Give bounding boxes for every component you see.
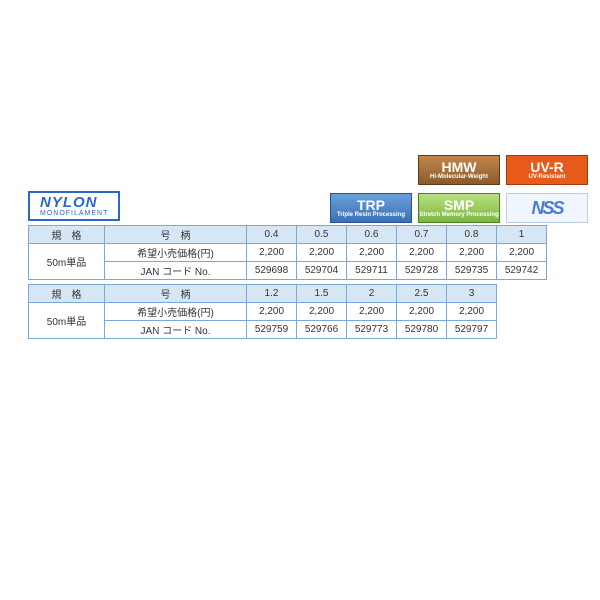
table-row: 規 格 号 柄 0.4 0.5 0.6 0.7 0.8 1 bbox=[29, 226, 547, 244]
jan-cell: 529735 bbox=[447, 262, 497, 280]
price-cell: 2,200 bbox=[297, 303, 347, 321]
badge-uvr: UV-R UV-Resistant bbox=[506, 155, 588, 185]
price-cell: 2,200 bbox=[447, 244, 497, 262]
price-cell: 2,200 bbox=[247, 244, 297, 262]
nylon-title: NYLON bbox=[40, 195, 108, 210]
size-header: 2.5 bbox=[397, 285, 447, 303]
nylon-sub: MONOFILAMENT bbox=[40, 210, 108, 217]
jan-cell: 529773 bbox=[347, 321, 397, 339]
price-cell: 2,200 bbox=[297, 244, 347, 262]
table-row: JAN コード No. 529698 529704 529711 529728 … bbox=[29, 262, 547, 280]
size-header: 0.8 bbox=[447, 226, 497, 244]
size-header: 2 bbox=[347, 285, 397, 303]
table-row: 50m単品 希望小売価格(円) 2,200 2,200 2,200 2,200 … bbox=[29, 244, 547, 262]
size-header: 0.4 bbox=[247, 226, 297, 244]
jan-cell: 529742 bbox=[497, 262, 547, 280]
jan-cell: 529766 bbox=[297, 321, 347, 339]
jan-cell: 529728 bbox=[397, 262, 447, 280]
size-header: 1.2 bbox=[247, 285, 297, 303]
badge-nss: NSS bbox=[506, 193, 588, 223]
badge-smp-title: SMP bbox=[444, 198, 474, 212]
badge-trp-title: TRP bbox=[357, 198, 385, 212]
badge-uvr-title: UV-R bbox=[530, 160, 563, 174]
jan-cell: 529711 bbox=[347, 262, 397, 280]
badge-row: HMW Hi-Molecular-Weight UV-R UV-Resistan… bbox=[28, 155, 588, 185]
table-row: 規 格 号 柄 1.2 1.5 2 2.5 3 bbox=[29, 285, 497, 303]
jan-cell: 529780 bbox=[397, 321, 447, 339]
header-gougara: 号 柄 bbox=[105, 226, 247, 244]
badge-hmw: HMW Hi-Molecular-Weight bbox=[418, 155, 500, 185]
badge-smp: SMP Stretch Memory Processing bbox=[418, 193, 500, 223]
badge-hmw-sub: Hi-Molecular-Weight bbox=[430, 174, 488, 181]
badge-trp: TRP Triple Resin Processing bbox=[330, 193, 412, 223]
spec-table-1: 規 格 号 柄 0.4 0.5 0.6 0.7 0.8 1 50m単品 希望小売… bbox=[28, 225, 547, 280]
row-label-price: 希望小売価格(円) bbox=[105, 244, 247, 262]
unit-cell: 50m単品 bbox=[29, 244, 105, 280]
badge-smp-sub: Stretch Memory Processing bbox=[419, 212, 498, 219]
badge-hmw-title: HMW bbox=[442, 160, 477, 174]
jan-cell: 529704 bbox=[297, 262, 347, 280]
size-header: 3 bbox=[447, 285, 497, 303]
price-cell: 2,200 bbox=[347, 244, 397, 262]
size-header: 0.6 bbox=[347, 226, 397, 244]
price-cell: 2,200 bbox=[447, 303, 497, 321]
size-header: 1 bbox=[497, 226, 547, 244]
price-cell: 2,200 bbox=[247, 303, 297, 321]
price-cell: 2,200 bbox=[347, 303, 397, 321]
badge-uvr-sub: UV-Resistant bbox=[528, 174, 565, 181]
row-label-price: 希望小売価格(円) bbox=[105, 303, 247, 321]
unit-cell: 50m単品 bbox=[29, 303, 105, 339]
row-label-jan: JAN コード No. bbox=[105, 262, 247, 280]
price-cell: 2,200 bbox=[397, 244, 447, 262]
badge-trp-sub: Triple Resin Processing bbox=[337, 212, 405, 219]
jan-cell: 529759 bbox=[247, 321, 297, 339]
table-row: 50m単品 希望小売価格(円) 2,200 2,200 2,200 2,200 … bbox=[29, 303, 497, 321]
header-gougara: 号 柄 bbox=[105, 285, 247, 303]
price-cell: 2,200 bbox=[497, 244, 547, 262]
header-kikaku: 規 格 bbox=[29, 285, 105, 303]
header-kikaku: 規 格 bbox=[29, 226, 105, 244]
nylon-badge: NYLON MONOFILAMENT bbox=[28, 191, 120, 221]
jan-cell: 529797 bbox=[447, 321, 497, 339]
spec-table-2: 規 格 号 柄 1.2 1.5 2 2.5 3 50m単品 希望小売価格(円) … bbox=[28, 284, 497, 339]
size-header: 0.5 bbox=[297, 226, 347, 244]
size-header: 1.5 bbox=[297, 285, 347, 303]
row-label-jan: JAN コード No. bbox=[105, 321, 247, 339]
badge-nss-title: NSS bbox=[531, 199, 562, 217]
size-header: 0.7 bbox=[397, 226, 447, 244]
jan-cell: 529698 bbox=[247, 262, 297, 280]
price-cell: 2,200 bbox=[397, 303, 447, 321]
